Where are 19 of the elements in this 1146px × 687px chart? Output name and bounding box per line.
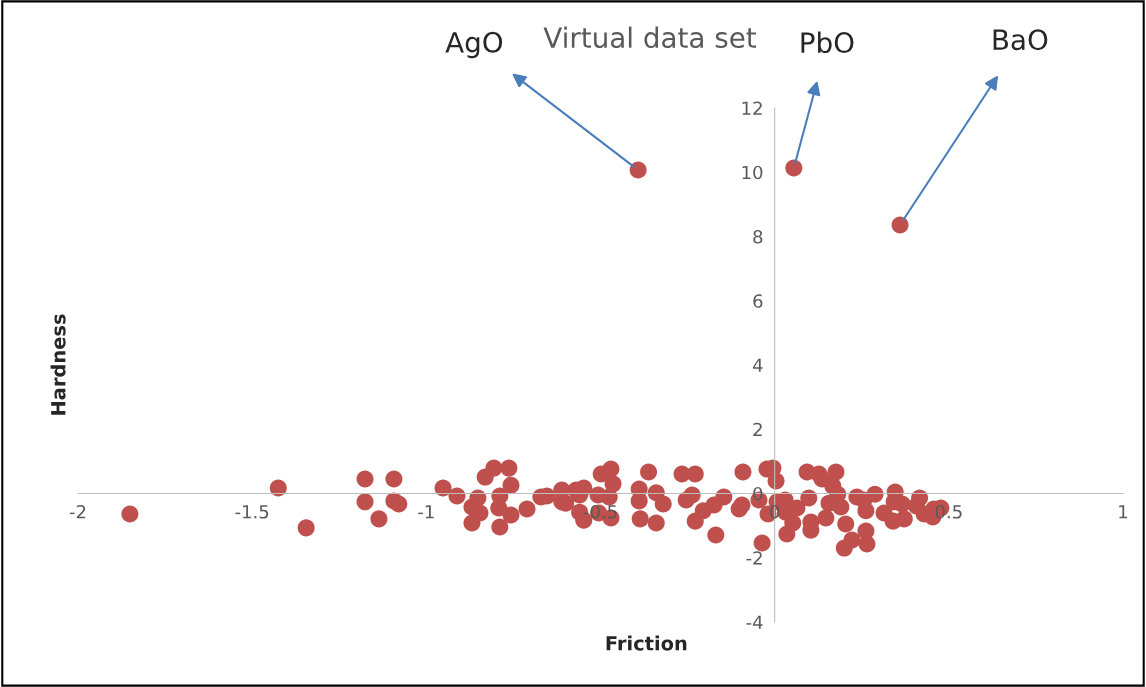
x-tick-label: -1.5 (235, 505, 269, 519)
x-tick-label: -2 (69, 504, 86, 519)
x-axis-title: Friction (606, 635, 687, 651)
y-tick-label: 10 (742, 165, 763, 180)
y-tick-label: 12 (742, 101, 762, 115)
y-tick-label: 4 (752, 358, 763, 372)
y-tick-label: 8 (753, 229, 763, 244)
y-tick-label: -4 (746, 615, 763, 629)
y-tick-label: 6 (753, 294, 763, 308)
y-tick-label: 2 (753, 422, 762, 437)
y-tick-label: -2 (746, 551, 762, 565)
x-tick-label: -1 (418, 505, 434, 519)
x-tick-label: -0.5 (583, 504, 617, 519)
annotation: PbO (801, 31, 854, 54)
y-axis-title: Hardness (50, 314, 66, 415)
chart-title: Virtual data set (543, 26, 757, 49)
annotation: BaO (993, 29, 1048, 51)
x-tick-label: 1 (1119, 505, 1128, 519)
annotation: AgO (445, 31, 503, 59)
